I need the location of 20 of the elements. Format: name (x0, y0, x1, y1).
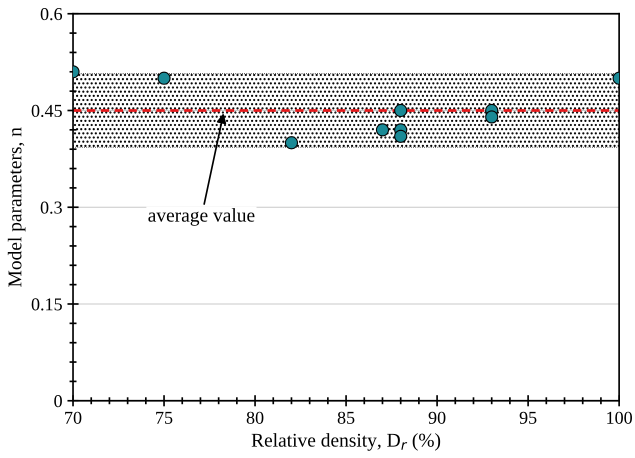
y-tick-label: 0.3 (40, 202, 62, 214)
y-tick-label: 0 (54, 395, 62, 408)
point (394, 130, 408, 143)
annotation: average value (148, 208, 254, 226)
y-tick-label: 0.45 (32, 104, 62, 118)
x-tick-label: 85 (338, 412, 354, 424)
x-tick-label: 100 (607, 412, 632, 424)
x-tick-label: 80 (246, 412, 264, 424)
point (376, 123, 390, 136)
x-axis-title: Relative density, D$_{r}$ (%) (252, 433, 440, 451)
y-tick-label: 0.15 (32, 298, 62, 311)
point (284, 136, 298, 150)
y-tick-label: 0.6 (40, 8, 62, 20)
x-tick-label: 75 (156, 412, 172, 424)
point (394, 104, 408, 118)
x-tick-label: 90 (428, 412, 446, 424)
x-tick-label: 70 (65, 412, 82, 424)
y-axis-title: Model parameters, n (8, 127, 26, 287)
point (485, 110, 498, 124)
x-tick-label: 95 (520, 412, 536, 424)
